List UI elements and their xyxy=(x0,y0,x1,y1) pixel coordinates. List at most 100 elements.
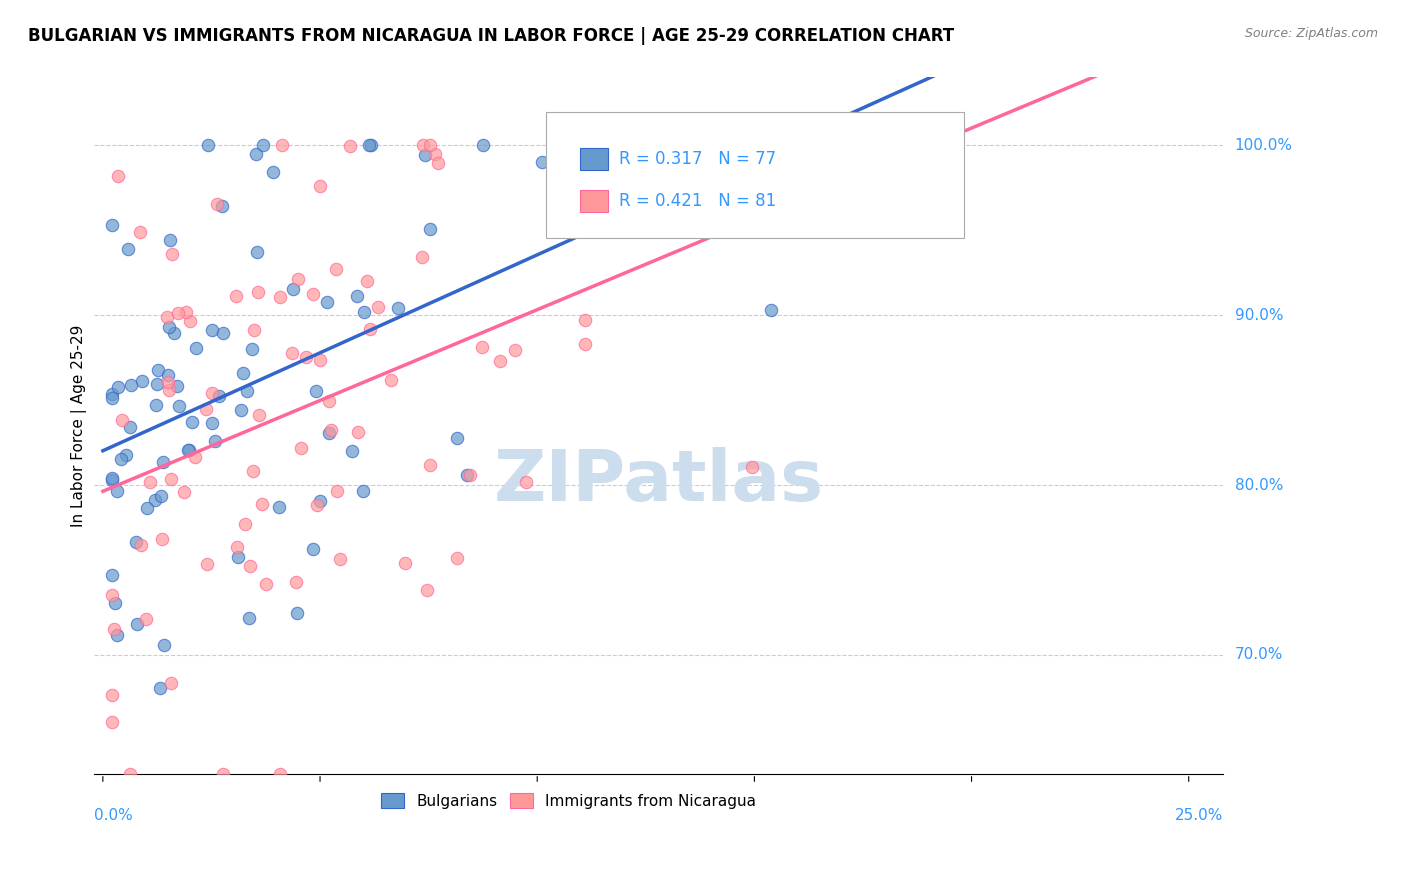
Point xyxy=(360,138,382,153)
Point xyxy=(426,156,449,170)
Point xyxy=(195,557,218,571)
Point xyxy=(267,500,290,515)
Point xyxy=(156,310,179,324)
Point xyxy=(197,138,219,153)
Point xyxy=(347,425,370,439)
Point xyxy=(110,452,132,467)
Point xyxy=(145,399,167,413)
Point xyxy=(149,681,172,696)
Point xyxy=(103,622,125,636)
Point xyxy=(367,300,389,314)
Point xyxy=(741,459,763,474)
Point xyxy=(305,499,328,513)
Point xyxy=(231,403,253,417)
Point xyxy=(104,596,127,610)
Point xyxy=(100,568,122,582)
Point xyxy=(129,538,152,552)
Point xyxy=(321,424,343,438)
Point xyxy=(471,138,494,153)
Point xyxy=(412,138,434,153)
Point xyxy=(228,549,250,564)
Text: 0.0%: 0.0% xyxy=(94,808,134,823)
Point xyxy=(759,303,782,318)
Point xyxy=(254,577,277,591)
Point xyxy=(111,412,134,426)
Point xyxy=(247,285,270,300)
FancyBboxPatch shape xyxy=(579,189,607,211)
Point xyxy=(245,147,267,161)
Text: ZIPatlas: ZIPatlas xyxy=(494,447,824,516)
Point xyxy=(159,233,181,247)
Point xyxy=(352,484,374,499)
Point xyxy=(574,312,596,326)
Text: 80.0%: 80.0% xyxy=(1234,477,1282,492)
Point xyxy=(558,138,581,153)
Point xyxy=(107,169,129,183)
Point xyxy=(387,301,409,315)
Point xyxy=(163,326,186,340)
Point xyxy=(318,394,340,409)
Point xyxy=(515,475,537,490)
Point xyxy=(232,366,254,380)
Point xyxy=(471,340,494,354)
Point xyxy=(100,387,122,401)
Point xyxy=(269,290,291,304)
Point xyxy=(269,766,291,780)
Point xyxy=(100,588,122,602)
Point xyxy=(242,343,264,357)
Point xyxy=(150,532,173,546)
Y-axis label: In Labor Force | Age 25-29: In Labor Force | Age 25-29 xyxy=(72,325,87,527)
Point xyxy=(120,377,142,392)
Point xyxy=(238,611,260,625)
Point xyxy=(100,218,122,232)
Point xyxy=(302,286,325,301)
Point xyxy=(309,494,332,508)
Point xyxy=(357,138,380,153)
Point xyxy=(100,688,122,702)
Text: 70.0%: 70.0% xyxy=(1234,648,1282,663)
Point xyxy=(204,434,226,448)
Point xyxy=(174,304,197,318)
Point xyxy=(380,373,402,387)
Point xyxy=(281,346,304,360)
Point xyxy=(446,432,468,446)
Point xyxy=(262,165,284,179)
Point xyxy=(308,178,330,193)
Point xyxy=(305,384,328,399)
Point xyxy=(105,483,128,498)
Point xyxy=(225,289,247,303)
Point xyxy=(720,138,742,153)
Text: R = 0.317   N = 77: R = 0.317 N = 77 xyxy=(619,150,776,168)
Point xyxy=(530,154,553,169)
Point xyxy=(285,606,308,620)
Point xyxy=(177,443,200,458)
Point xyxy=(586,138,609,153)
Point xyxy=(308,353,330,368)
Point xyxy=(138,475,160,489)
Point xyxy=(208,389,231,403)
Point xyxy=(160,246,183,260)
Point xyxy=(446,551,468,566)
FancyBboxPatch shape xyxy=(546,112,963,237)
Point xyxy=(290,441,312,455)
Point xyxy=(243,322,266,336)
Point xyxy=(287,272,309,286)
FancyBboxPatch shape xyxy=(579,148,607,170)
Point xyxy=(356,274,378,288)
Point xyxy=(329,552,352,566)
Point xyxy=(179,443,201,458)
Point xyxy=(105,628,128,642)
Point xyxy=(505,343,527,357)
Point xyxy=(359,322,381,336)
Point xyxy=(246,245,269,260)
Point xyxy=(346,289,368,303)
Point xyxy=(353,304,375,318)
Point xyxy=(416,582,439,597)
Point xyxy=(135,612,157,626)
Point xyxy=(107,380,129,394)
Point xyxy=(252,138,274,153)
Point xyxy=(394,556,416,570)
Point xyxy=(247,408,270,422)
Point xyxy=(419,138,441,153)
Point xyxy=(233,516,256,531)
